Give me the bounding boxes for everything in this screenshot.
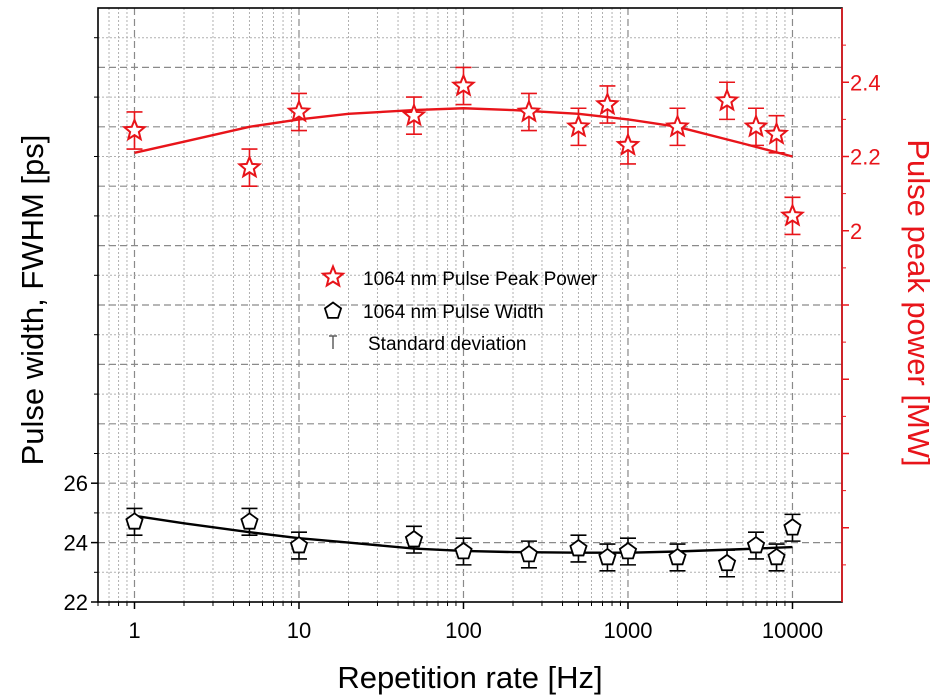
x-tick-label: 10000 <box>762 618 823 643</box>
x-tick-label: 10 <box>287 618 311 643</box>
legend-star-icon <box>320 263 346 288</box>
pulse-width-point <box>289 535 309 554</box>
peak-power-point <box>121 117 148 142</box>
x-tick-label: 100 <box>445 618 482 643</box>
pulse-width-point <box>717 553 737 572</box>
peak-power-point <box>286 98 312 123</box>
right-y-tick-label: 2.2 <box>850 145 881 170</box>
peak-power-point <box>236 154 263 179</box>
left-y-tick-label: 26 <box>64 471 88 496</box>
data-marks <box>121 66 806 578</box>
pulse-width-point <box>746 535 766 554</box>
axis-ticks: 1 10 100 1000 10000 22 24 26 2 2.2 2.4 <box>64 37 881 643</box>
peak-power-point <box>594 91 620 116</box>
right-y-tick-label: 2 <box>850 219 862 244</box>
pulse-width-point <box>668 547 687 566</box>
legend: 1064 nm Pulse Peak Power 1064 nm Pulse W… <box>320 263 598 355</box>
pulse-width-point <box>618 541 638 560</box>
left-y-axis-title: Pulse width, FWHM [ps] <box>15 135 50 466</box>
pulse-width-point <box>240 512 259 530</box>
peak-power-point <box>516 98 542 123</box>
pulse-width-point <box>598 547 617 566</box>
right-y-tick-label: 2.4 <box>850 70 881 95</box>
legend-pentagon-icon <box>323 301 343 319</box>
right-y-axis-title: Pulse peak power [MW] <box>901 139 936 466</box>
pulse-width-point <box>767 547 786 566</box>
star-icon <box>320 263 346 288</box>
pulse-width-point <box>783 518 802 536</box>
left-y-tick-label: 22 <box>64 590 88 615</box>
peak-power-point <box>450 72 477 97</box>
pulse-width-point <box>454 541 473 560</box>
peak-power-point <box>565 113 592 138</box>
peak-power-point <box>763 121 790 145</box>
x-axis-title: Repetition rate [Hz] <box>337 660 602 695</box>
peak-power-point <box>714 87 740 112</box>
legend-label-pulse-width: 1064 nm Pulse Width <box>363 302 544 323</box>
left-y-tick-label: 24 <box>64 531 88 556</box>
pentagon-icon <box>323 301 343 319</box>
legend-label-peak-power: 1064 nm Pulse Peak Power <box>363 269 598 290</box>
x-tick-label: 1000 <box>604 618 653 643</box>
legend-label-std-dev: Standard deviation <box>368 334 526 355</box>
legend-error-bar-icon <box>329 335 337 349</box>
pulse-width-point <box>519 544 539 563</box>
pulse-width-point <box>569 538 588 557</box>
pulse-width-point <box>125 512 144 530</box>
peak-power-point <box>743 113 769 138</box>
peak-power-point <box>401 102 427 127</box>
peak-power-point <box>779 202 806 227</box>
pulse-width-point <box>404 530 424 548</box>
peak-power-point <box>615 132 641 157</box>
peak-power-point <box>664 113 691 138</box>
x-tick-label: 1 <box>128 618 140 643</box>
